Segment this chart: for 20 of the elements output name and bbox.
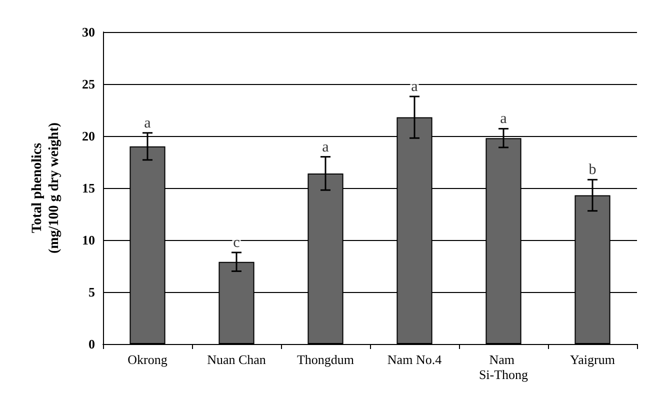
annotation: a [144,115,152,132]
x-tick-label: Thongdum [296,352,354,367]
x-tick-label: Yaigrum [570,352,615,367]
y-tick-label: 20 [82,128,95,144]
annotation: a [500,111,508,128]
y-tick-label: 0 [88,336,95,352]
annotation: c [233,234,240,251]
annotation: b [588,162,596,178]
annotation: a [322,139,330,156]
x-tick-label: Nam Si-Thong [478,352,529,382]
x-tick-label: Nam No.4 [387,352,442,367]
y-tick-label: 25 [82,76,96,92]
y-tick-label: 30 [82,24,95,40]
y-tick-label: 15 [82,180,96,196]
y-tick-label: 10 [82,232,95,248]
x-tick-label: Okrong [128,352,168,367]
x-tick-label: Nuan Chan [207,352,266,367]
annotation: a [411,78,418,95]
y-tick-label: 5 [88,284,96,300]
y-axis-title: Total phenolics (mg/100 g dry weight) [30,122,62,254]
